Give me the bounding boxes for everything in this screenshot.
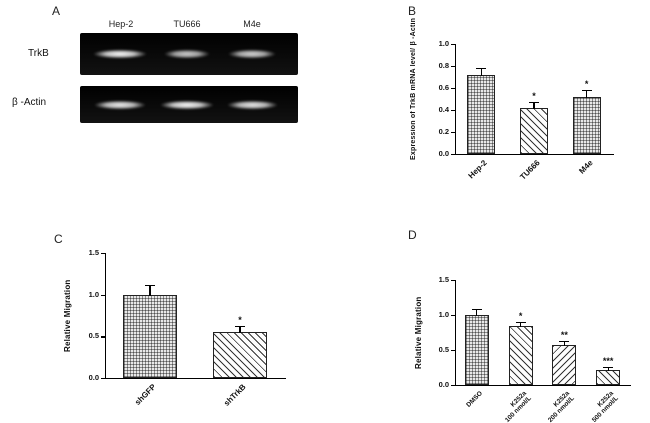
bar-k252a: [508, 325, 533, 385]
plot-area: [455, 44, 614, 155]
x-tick-label: shGFP: [133, 382, 158, 407]
bar-tu666: [520, 107, 548, 154]
y-axis-tick: [101, 336, 105, 338]
error-bar: [476, 68, 487, 76]
gel-band: [226, 100, 278, 109]
significance-label: **: [560, 329, 568, 340]
y-tick-label: 1.5: [438, 275, 449, 284]
error-bar: [581, 90, 592, 98]
gel-lane-label-tu666: TU666: [173, 19, 201, 29]
significance-label: *: [238, 315, 242, 326]
significance-label: *: [584, 79, 589, 90]
y-axis-tick: [451, 385, 455, 387]
significance-label: *: [518, 311, 523, 321]
plot-area: [105, 253, 286, 379]
y-axis-tick: [451, 110, 455, 112]
y-axis-tick: [101, 253, 105, 255]
gel-row-label-actin: β -Actin: [12, 97, 47, 108]
y-axis-title: Expression of TrkB mRNA level/ β -Actin: [410, 17, 417, 160]
panel-c-chart: C 0.0 0.5 1.0 1.5 Relative Migration shGFP * sh…: [40, 225, 340, 423]
panel-a-label: A: [52, 4, 61, 18]
y-axis-tick: [451, 280, 455, 282]
panel-b-label: B: [408, 4, 417, 18]
error-bar: [603, 366, 614, 371]
y-axis-title: Relative Migration: [414, 296, 423, 369]
y-tick-label: 1.5: [88, 248, 99, 257]
bar-hep-2: [467, 74, 496, 154]
x-tick-label: DMSO: [465, 390, 484, 409]
gel-lane-label-hep2: Hep-2: [108, 19, 134, 29]
y-axis-tick: [451, 66, 455, 68]
y-axis-tick: [451, 315, 455, 317]
y-axis-tick: [451, 132, 455, 134]
gel-band: [94, 100, 147, 109]
y-tick-label: 0.6: [438, 83, 449, 92]
y-axis-tick: [101, 294, 105, 296]
bar-shtrkb: [213, 332, 267, 378]
gel-band: [163, 49, 210, 59]
y-tick-label: 0.2: [438, 127, 449, 136]
gel-lane-label-m4e: M4e: [243, 19, 261, 29]
y-axis-title: Relative Migration: [63, 279, 72, 352]
y-tick-label: 0.4: [438, 105, 449, 114]
x-tick-label: Hep-2: [466, 158, 489, 181]
gel-band: [228, 49, 276, 59]
x-tick-label: TU666: [518, 158, 542, 182]
y-tick-label: 0.0: [88, 373, 99, 382]
x-tick-label: M4e: [576, 158, 595, 176]
panel-c-label: C: [54, 232, 63, 246]
y-tick-label: 1.0: [438, 39, 449, 48]
y-tick-label: 1.0: [438, 310, 449, 319]
y-axis-tick: [451, 154, 455, 156]
y-axis-tick: [451, 88, 455, 90]
x-tick-label: shTrkB: [222, 382, 248, 408]
panel-d-chart: D 0.0 0.5 1.0 1.5 Relative Migration DMSO * K25…: [400, 225, 650, 423]
significance-label: ***: [602, 355, 614, 366]
bar-k252a: [596, 369, 621, 385]
panel-d-label: D: [408, 228, 417, 242]
y-tick-label: 1.0: [88, 289, 99, 299]
bar-m4e: [572, 96, 601, 154]
y-axis-tick: [451, 350, 455, 352]
error-bar: [559, 340, 570, 347]
error-bar: [235, 326, 245, 333]
y-axis-tick: [101, 378, 105, 380]
plot-area: [455, 280, 631, 386]
gel-band: [159, 100, 214, 109]
bar-shgfp: [123, 294, 177, 378]
y-axis-tick: [451, 44, 455, 46]
error-bar: [471, 309, 482, 316]
error-bar: [145, 284, 155, 296]
significance-label: *: [532, 91, 536, 102]
y-tick-label: 0.5: [88, 331, 99, 341]
gel-band: [93, 49, 148, 59]
y-tick-label: 0.0: [438, 380, 449, 389]
gel-strip-actin: [80, 86, 298, 123]
error-bar: [515, 322, 526, 327]
gel-row-label-trkb: TrkB: [28, 48, 49, 59]
y-tick-label: 0.0: [438, 149, 449, 158]
y-tick-label: 0.5: [438, 345, 449, 354]
error-bar: [529, 102, 539, 109]
panel-b-chart: B 0.0 0.2 0.4 0.6 0.8 1.0 Expression of TrkB m…: [400, 2, 650, 212]
bar-dmso: [464, 315, 489, 385]
gel-strip-trkb: [80, 33, 298, 75]
bar-k252a: [552, 345, 577, 385]
y-tick-label: 0.8: [438, 61, 449, 70]
